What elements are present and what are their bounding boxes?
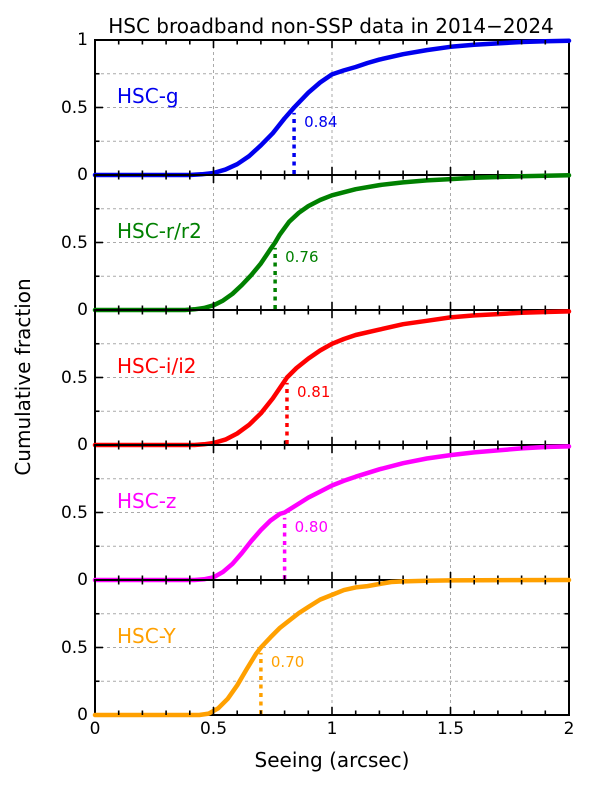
- y-tick-label: 0: [77, 705, 88, 725]
- median-value-label: 0.81: [296, 383, 331, 402]
- panel-label-hsc-i-i2: HSC-i/i2: [117, 354, 197, 379]
- y-tick-label: 0: [77, 300, 88, 320]
- y-tick-label: 0.5: [60, 367, 88, 388]
- cdf-curve: [92, 173, 572, 313]
- x-tick-label: 2: [563, 719, 575, 739]
- y-tick-label: 0.5: [60, 502, 88, 523]
- x-axis-label: Seeing (arcsec): [254, 748, 410, 772]
- y-tick-label: 0.5: [60, 637, 88, 658]
- panel-hsc-z: [92, 444, 572, 583]
- x-tick-label: 1.5: [436, 719, 465, 739]
- y-tick-label: 0: [77, 435, 88, 455]
- cdf-curve: [92, 577, 572, 718]
- cdf-curve: [92, 309, 572, 448]
- panel-label-hsc-g: HSC-g: [117, 84, 179, 109]
- median-value-label: 0.84: [304, 113, 338, 132]
- y-tick-label: 1: [77, 30, 88, 50]
- panel-hsc-r-r2: [92, 173, 572, 313]
- x-tick-label: 0.5: [199, 719, 228, 739]
- panel-hsc-y: [92, 577, 572, 718]
- cdf-curve: [92, 444, 572, 583]
- panel-label-hsc-z: HSC-z: [117, 489, 177, 514]
- y-axis-label: Cumulative fraction: [11, 278, 35, 476]
- chart-title: HSC broadband non-SSP data in 2014−2024: [108, 14, 554, 38]
- y-tick-label: 0.5: [60, 97, 88, 118]
- grid-lines: [95, 445, 569, 580]
- x-tick-label: 0: [89, 719, 101, 739]
- grid-lines: [95, 580, 569, 715]
- y-tick-label: 0: [77, 165, 88, 185]
- grid-lines: [95, 175, 569, 310]
- axis-ticks: [95, 580, 569, 715]
- median-value-label: 0.80: [294, 518, 328, 537]
- panel-label-hsc-r-r2: HSC-r/r2: [117, 219, 202, 244]
- y-tick-label: 0.5: [60, 232, 88, 253]
- median-value-label: 0.76: [285, 248, 319, 267]
- median-value-label: 0.70: [270, 653, 305, 672]
- y-tick-label: 0: [77, 570, 88, 590]
- x-tick-label: 1: [326, 719, 338, 739]
- panel-label-hsc-y: HSC-Y: [117, 624, 176, 649]
- cdf-curve: [92, 38, 572, 178]
